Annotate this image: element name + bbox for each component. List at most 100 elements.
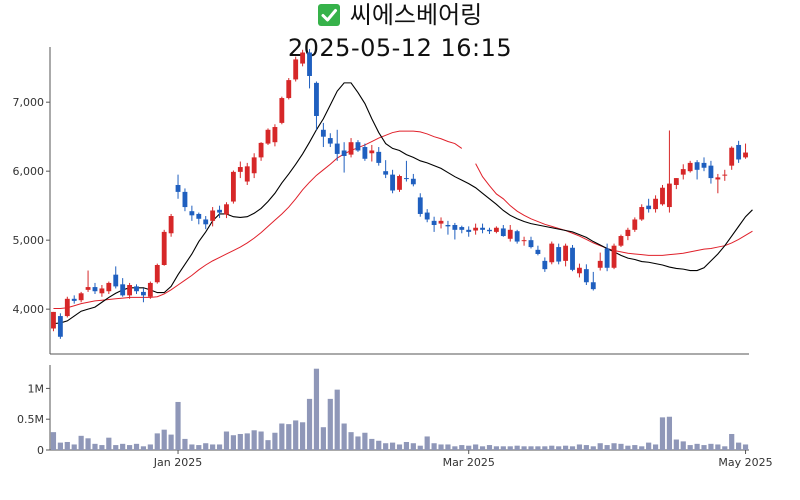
candle bbox=[106, 281, 112, 294]
candle bbox=[272, 124, 278, 147]
candle bbox=[175, 174, 181, 199]
volume-bar bbox=[521, 446, 527, 450]
volume-bar bbox=[57, 442, 63, 450]
volume-bar bbox=[569, 446, 576, 450]
candle-body bbox=[272, 127, 278, 143]
candle bbox=[230, 170, 236, 204]
volume-bar bbox=[542, 446, 548, 450]
candle-body bbox=[348, 142, 354, 155]
volume-bar bbox=[140, 446, 147, 450]
candle-body bbox=[244, 166, 250, 182]
candle-body bbox=[473, 227, 479, 231]
candle bbox=[438, 217, 444, 229]
candle bbox=[189, 205, 195, 221]
candle-body bbox=[168, 216, 174, 234]
chart-subtitle: 2025-05-12 16:15 bbox=[287, 34, 513, 62]
volume-bar bbox=[604, 445, 610, 450]
candle bbox=[196, 212, 202, 225]
candle bbox=[217, 205, 222, 219]
candle-body bbox=[113, 274, 119, 287]
volume-bar bbox=[486, 445, 493, 450]
candle bbox=[244, 162, 250, 185]
volume-bar bbox=[369, 438, 375, 450]
candle bbox=[452, 222, 458, 240]
candle-body bbox=[452, 224, 458, 230]
volume-bar bbox=[729, 433, 735, 450]
candle bbox=[141, 288, 146, 303]
candle-body bbox=[480, 227, 485, 230]
candle-body bbox=[293, 59, 299, 80]
candle-body bbox=[410, 178, 416, 185]
candle bbox=[459, 225, 465, 234]
candle bbox=[694, 160, 700, 180]
volume-bar bbox=[244, 433, 250, 450]
candle bbox=[500, 224, 506, 237]
candle-body bbox=[327, 138, 333, 144]
candle bbox=[113, 266, 119, 289]
candle bbox=[625, 227, 631, 241]
volume-bar bbox=[286, 424, 292, 450]
volume-bar bbox=[258, 431, 264, 450]
candle bbox=[729, 146, 735, 170]
candle bbox=[597, 252, 603, 271]
candle bbox=[120, 278, 126, 297]
volume-bar bbox=[639, 446, 645, 450]
volume-bar bbox=[556, 446, 562, 450]
volume-bar bbox=[300, 422, 306, 450]
volume-bar bbox=[293, 420, 299, 450]
candle-body bbox=[743, 152, 748, 158]
candle-body bbox=[424, 212, 430, 220]
volume-bar bbox=[673, 439, 679, 450]
volume-bar bbox=[182, 438, 188, 450]
candle-body bbox=[528, 240, 534, 248]
volume-bar bbox=[161, 429, 167, 450]
volume-bar bbox=[514, 445, 520, 450]
price-y-tick-label: 7,000 bbox=[13, 96, 45, 109]
volume-bar bbox=[438, 444, 444, 450]
candle bbox=[715, 173, 721, 194]
candle-body bbox=[632, 219, 638, 230]
candle-body bbox=[51, 311, 56, 329]
candle-body bbox=[120, 284, 126, 296]
volume-bar bbox=[355, 436, 361, 450]
candle-body bbox=[189, 211, 195, 216]
volume-bar bbox=[216, 444, 223, 450]
volume-bar bbox=[237, 433, 243, 450]
volume-bar bbox=[659, 417, 666, 450]
candle bbox=[383, 160, 389, 179]
candle bbox=[549, 241, 555, 265]
candle bbox=[154, 263, 160, 284]
candle-body bbox=[639, 207, 645, 220]
candle bbox=[362, 143, 368, 161]
volume-bar bbox=[327, 398, 333, 450]
candle bbox=[279, 96, 285, 125]
candle-body bbox=[286, 80, 292, 99]
candle-body bbox=[701, 162, 707, 168]
x-axis: Jan 2025 Mar 2025 May 2025 bbox=[153, 450, 773, 469]
candle-body bbox=[217, 209, 222, 213]
x-tick-label: Mar 2025 bbox=[443, 456, 495, 469]
candle bbox=[556, 243, 562, 265]
volume-bar bbox=[189, 444, 195, 450]
candle-body bbox=[99, 288, 105, 294]
volume-bar bbox=[410, 443, 416, 450]
candle bbox=[487, 227, 492, 234]
candle bbox=[424, 209, 430, 223]
candle bbox=[410, 173, 416, 187]
volume-bar bbox=[549, 445, 555, 450]
volume-bar bbox=[196, 445, 202, 450]
chart-header: 씨에스베어링 2025-05-12 16:15 bbox=[0, 0, 800, 66]
candle bbox=[404, 160, 409, 182]
volume-bar bbox=[652, 444, 659, 450]
candle-body bbox=[493, 227, 499, 232]
candle bbox=[334, 129, 340, 161]
candle-body bbox=[715, 177, 721, 180]
volume-bar bbox=[223, 431, 230, 450]
candle-body bbox=[224, 204, 229, 215]
candle-body bbox=[147, 282, 153, 297]
candle-body bbox=[556, 247, 562, 262]
candle bbox=[57, 313, 63, 339]
candle bbox=[507, 224, 513, 242]
candle bbox=[390, 169, 395, 194]
